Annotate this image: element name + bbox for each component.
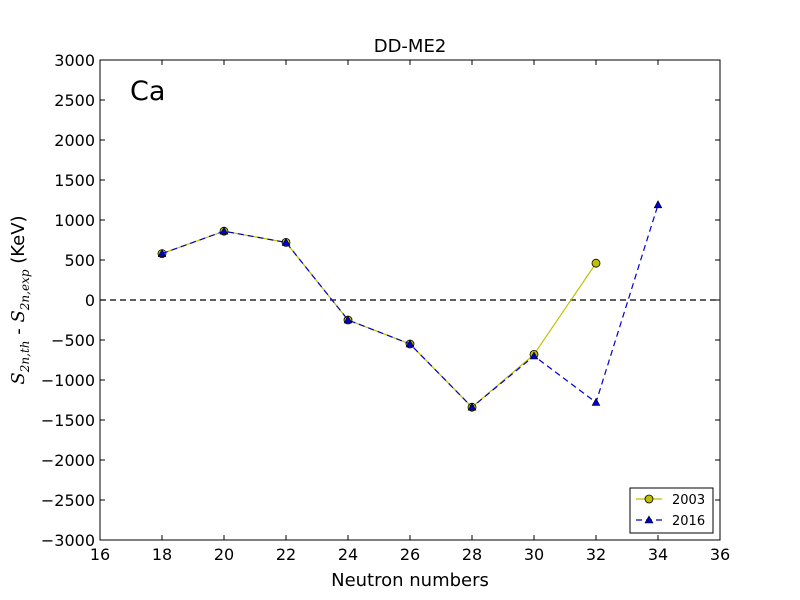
x-tick-label-36: 36 xyxy=(710,545,730,564)
y-tick-label--1000: −1000 xyxy=(41,371,95,390)
point-2016-20 xyxy=(219,226,229,235)
legend-marker-2016 xyxy=(644,515,654,524)
legend-label-2003: 2003 xyxy=(672,493,705,508)
point-2003-32 xyxy=(591,258,601,268)
legend-entry-2016: 2016 xyxy=(636,514,705,529)
point-2016-32 xyxy=(591,397,601,406)
y-label-sub-exp: 2n,exp xyxy=(18,269,32,311)
point-2016-30 xyxy=(529,351,539,360)
x-axis-label: Neutron numbers xyxy=(331,570,489,591)
x-tick-label-26: 26 xyxy=(400,545,420,564)
point-2016-24 xyxy=(343,315,353,324)
y-tick-label--2500: −2500 xyxy=(41,491,95,510)
point-2016-18 xyxy=(157,248,167,257)
x-tick-label-16: 16 xyxy=(90,545,110,564)
x-tick-label-18: 18 xyxy=(152,545,172,564)
y-tick-label-2500: 2500 xyxy=(54,91,95,110)
y-label-unit: (KeV) xyxy=(8,215,29,269)
point-2016-22 xyxy=(281,237,291,246)
y-tick-label--2000: −2000 xyxy=(41,451,95,470)
y-tick-label--500: −500 xyxy=(51,331,95,350)
y-tick-label-1500: 1500 xyxy=(54,171,95,190)
y-axis-label: S2n,th - S2n,exp (KeV) xyxy=(8,215,32,384)
y-label-separator: - xyxy=(8,323,29,341)
x-tick-label-22: 22 xyxy=(276,545,296,564)
point-2016-28 xyxy=(467,402,477,411)
y-tick-label--3000: −3000 xyxy=(41,531,95,550)
element-annotation: Ca xyxy=(130,76,165,107)
y-tick-label-2000: 2000 xyxy=(54,131,95,150)
legend: 2003 2016 xyxy=(629,487,714,534)
point-2016-26 xyxy=(405,339,415,348)
x-tick-label-34: 34 xyxy=(648,545,668,564)
legend-marker-2003 xyxy=(644,494,654,504)
plot-area xyxy=(100,200,720,412)
legend-label-2016: 2016 xyxy=(672,514,705,529)
x-tick-label-30: 30 xyxy=(524,545,544,564)
y-tick-label-500: 500 xyxy=(64,251,95,270)
legend-entry-2003: 2003 xyxy=(636,493,705,508)
x-tick-label-32: 32 xyxy=(586,545,606,564)
y-tick-label--1500: −1500 xyxy=(41,411,95,430)
point-2016-34 xyxy=(653,200,663,209)
y-tick-label-0: 0 xyxy=(85,291,95,310)
y-tick-label-3000: 3000 xyxy=(54,51,95,70)
axis-ticks: 16 18 20 22 24 26 28 30 32 34 36 −3000 −2500 −2000 −15… xyxy=(41,51,730,564)
legend-box xyxy=(629,487,714,534)
x-tick-label-24: 24 xyxy=(338,545,358,564)
chart-title: DD-ME2 xyxy=(374,36,447,57)
x-tick-label-28: 28 xyxy=(462,545,482,564)
y-label-sub-th: 2n,th xyxy=(18,341,32,374)
x-tick-label-20: 20 xyxy=(214,545,234,564)
y-tick-label-1000: 1000 xyxy=(54,211,95,230)
y-label-symbol-exp: S xyxy=(8,310,29,322)
y-label-symbol-th: S xyxy=(8,372,29,384)
